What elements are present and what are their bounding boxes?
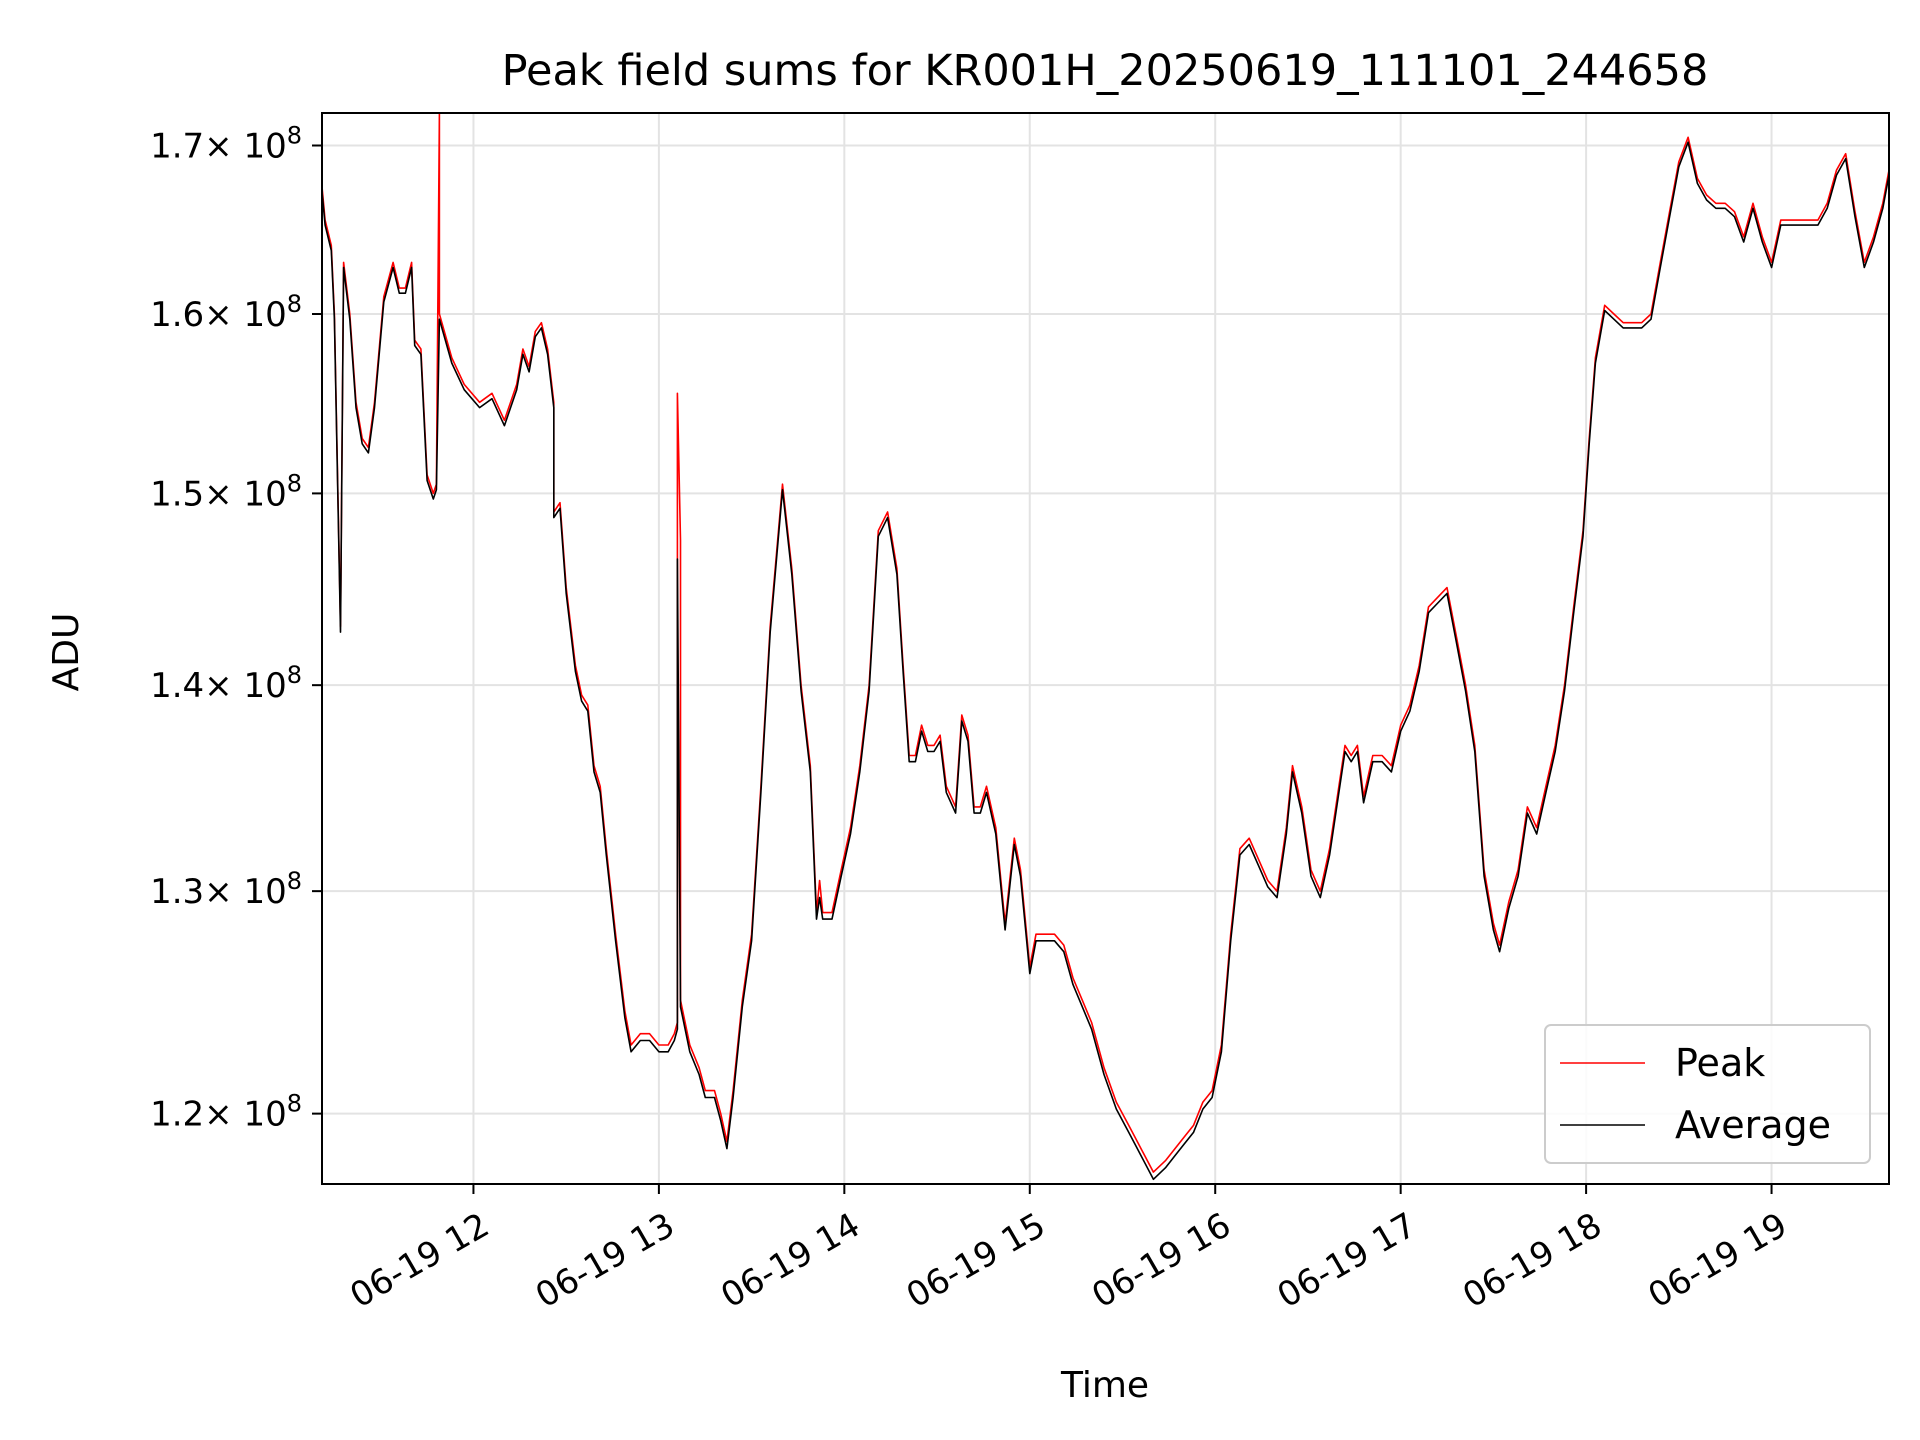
y-tick-mantissa: 1.4 (150, 666, 204, 706)
y-tick-exponent: 8 (287, 867, 302, 895)
y-tick-times: × 10 (204, 474, 287, 514)
y-tick-mantissa: 1.2 (150, 1095, 204, 1135)
y-tick-exponent: 8 (287, 661, 302, 689)
y-tick-times: × 10 (204, 295, 287, 335)
y-tick-label: 1.2× 108 (150, 1090, 302, 1135)
y-tick-mantissa: 1.6 (150, 295, 204, 335)
y-tick-times: × 10 (204, 1095, 287, 1135)
legend-label-peak: Peak (1675, 1041, 1765, 1085)
plot-area (322, 113, 1889, 1181)
y-tick-label: 1.4× 108 (150, 661, 302, 706)
y-tick-mantissa: 1.3 (150, 872, 204, 912)
y-tick-label: 1.6× 108 (150, 290, 302, 335)
plot-frame (321, 112, 1890, 1185)
y-tick-mantissa: 1.5 (150, 474, 204, 514)
y-tick-label: 1.5× 108 (150, 469, 302, 514)
x-axis-title: Time (1060, 1365, 1149, 1406)
y-tick-label: 1.7× 108 (150, 122, 302, 167)
y-tick-mantissa: 1.7 (150, 127, 204, 167)
series-line-average (322, 141, 1889, 1181)
grid (322, 113, 1889, 1184)
legend-box (1544, 1024, 1871, 1164)
y-tick-times: × 10 (204, 872, 287, 912)
y-tick-exponent: 8 (287, 469, 302, 497)
y-tick-exponent: 8 (287, 290, 302, 318)
y-tick-exponent: 8 (287, 1090, 302, 1118)
y-tick-label: 1.3× 108 (150, 867, 302, 912)
chart-title: Peak field sums for KR001H_20250619_1111… (502, 46, 1709, 96)
legend: Peak Average (1544, 1024, 1871, 1164)
y-tick-times: × 10 (204, 666, 287, 706)
legend-label-average: Average (1675, 1103, 1831, 1147)
y-tick-exponent: 8 (287, 122, 302, 150)
y-axis-title: ADU (46, 613, 87, 692)
y-tick-times: × 10 (204, 127, 287, 167)
